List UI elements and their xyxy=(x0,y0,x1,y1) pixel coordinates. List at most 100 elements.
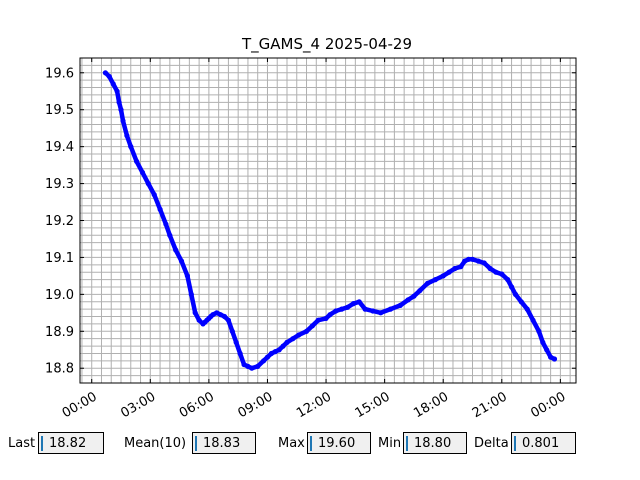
x-tick-label: 06:00 xyxy=(177,389,217,421)
data-point xyxy=(128,144,134,150)
data-point xyxy=(106,73,112,80)
data-point xyxy=(249,365,255,371)
last-label: Last xyxy=(8,436,36,451)
data-point xyxy=(237,350,243,357)
last-value: 18.82 xyxy=(49,436,87,451)
data-point xyxy=(446,269,452,275)
y-tick-label: 19.2 xyxy=(45,214,74,229)
data-point xyxy=(344,304,351,310)
chart-grid xyxy=(80,57,576,383)
data-point xyxy=(370,308,376,314)
data-point xyxy=(192,310,198,316)
data-point xyxy=(462,258,468,264)
data-point xyxy=(241,361,247,368)
data-point xyxy=(268,350,274,357)
x-tick-label: 03:00 xyxy=(118,389,158,421)
data-point xyxy=(432,277,438,283)
data-point xyxy=(493,269,499,275)
data-point xyxy=(196,317,202,323)
data-point xyxy=(214,310,220,316)
data-point xyxy=(276,347,282,353)
data-point xyxy=(102,70,108,76)
data-point xyxy=(188,291,194,297)
data-point xyxy=(540,339,546,345)
data-point xyxy=(233,339,239,345)
data-point xyxy=(315,317,321,323)
y-tick-label: 19.3 xyxy=(45,177,74,192)
data-point xyxy=(333,308,339,314)
chart-title: T_GAMS_4 2025-04-29 xyxy=(241,35,412,54)
data-point xyxy=(218,312,224,318)
y-tick-label: 18.9 xyxy=(45,325,74,340)
y-tick-label: 19.0 xyxy=(45,288,74,303)
data-point xyxy=(221,313,228,320)
delta-field[interactable]: 0.801 xyxy=(511,432,576,454)
data-point xyxy=(505,277,511,283)
data-point xyxy=(548,354,554,360)
data-point xyxy=(184,273,190,279)
cursor-icon xyxy=(310,436,312,451)
data-point xyxy=(339,306,345,312)
data-point xyxy=(405,297,411,303)
x-tick-label: 00:00 xyxy=(60,389,100,421)
data-point xyxy=(323,315,329,321)
data-point xyxy=(261,358,267,364)
x-tick-label: 18:00 xyxy=(411,389,451,421)
data-point xyxy=(167,232,173,238)
cursor-icon xyxy=(514,436,516,451)
data-point xyxy=(327,312,333,318)
stats-bar: Last 18.82 Mean(10) 18.83 Max 19.60 Min … xyxy=(0,432,640,458)
y-tick-labels: 18.8 18.9 19.0 19.1 19.2 19.3 19.4 19.5 19.6 xyxy=(45,66,74,376)
data-point xyxy=(290,336,296,342)
data-point xyxy=(469,256,476,262)
data-point xyxy=(245,363,251,369)
data-point xyxy=(551,356,558,362)
max-field[interactable]: 19.60 xyxy=(307,432,371,454)
x-tick-labels: 00:00 03:00 06:00 09:00 12:00 15:00 18:00 21:00… xyxy=(60,389,569,421)
data-point xyxy=(512,291,519,297)
data-point xyxy=(481,260,487,266)
mean-field[interactable]: 18.83 xyxy=(192,432,256,454)
data-point xyxy=(509,284,515,290)
data-point xyxy=(225,317,231,323)
data-point xyxy=(110,81,116,87)
x-tick-label: 15:00 xyxy=(353,389,393,421)
min-value: 18.80 xyxy=(414,436,452,451)
data-point xyxy=(284,339,290,345)
data-point xyxy=(116,99,122,105)
max-label: Max xyxy=(278,436,305,451)
data-point xyxy=(387,306,394,312)
chart-series xyxy=(102,70,558,371)
min-field[interactable]: 18.80 xyxy=(403,432,467,454)
data-point xyxy=(536,328,542,334)
data-point xyxy=(544,347,550,353)
data-point xyxy=(397,302,403,308)
data-point xyxy=(530,317,536,323)
data-point xyxy=(157,206,163,212)
data-point xyxy=(151,192,157,198)
last-field[interactable]: 18.82 xyxy=(38,432,104,454)
data-point xyxy=(440,273,446,279)
chart-axes xyxy=(79,57,577,384)
cursor-icon xyxy=(41,436,43,451)
y-tick-label: 19.6 xyxy=(45,66,74,81)
data-point xyxy=(163,221,169,227)
data-point xyxy=(309,323,315,329)
delta-value: 0.801 xyxy=(522,436,560,451)
min-label: Min xyxy=(378,436,402,451)
data-point xyxy=(425,280,431,286)
data-point xyxy=(145,181,151,187)
data-point xyxy=(499,271,505,277)
data-point xyxy=(114,88,120,94)
data-point xyxy=(272,349,278,355)
data-point xyxy=(466,256,472,262)
data-point xyxy=(524,306,530,312)
temperature-chart: T_GAMS_4 2025-04-29 18.8 18.9 19.0 19.1 19.2… xyxy=(45,35,577,421)
data-point xyxy=(178,258,185,264)
data-point xyxy=(350,301,356,307)
data-point xyxy=(134,158,140,164)
x-tick-label: 12:00 xyxy=(294,389,334,421)
data-point xyxy=(173,247,179,253)
data-point xyxy=(518,299,524,305)
data-point xyxy=(417,288,423,294)
